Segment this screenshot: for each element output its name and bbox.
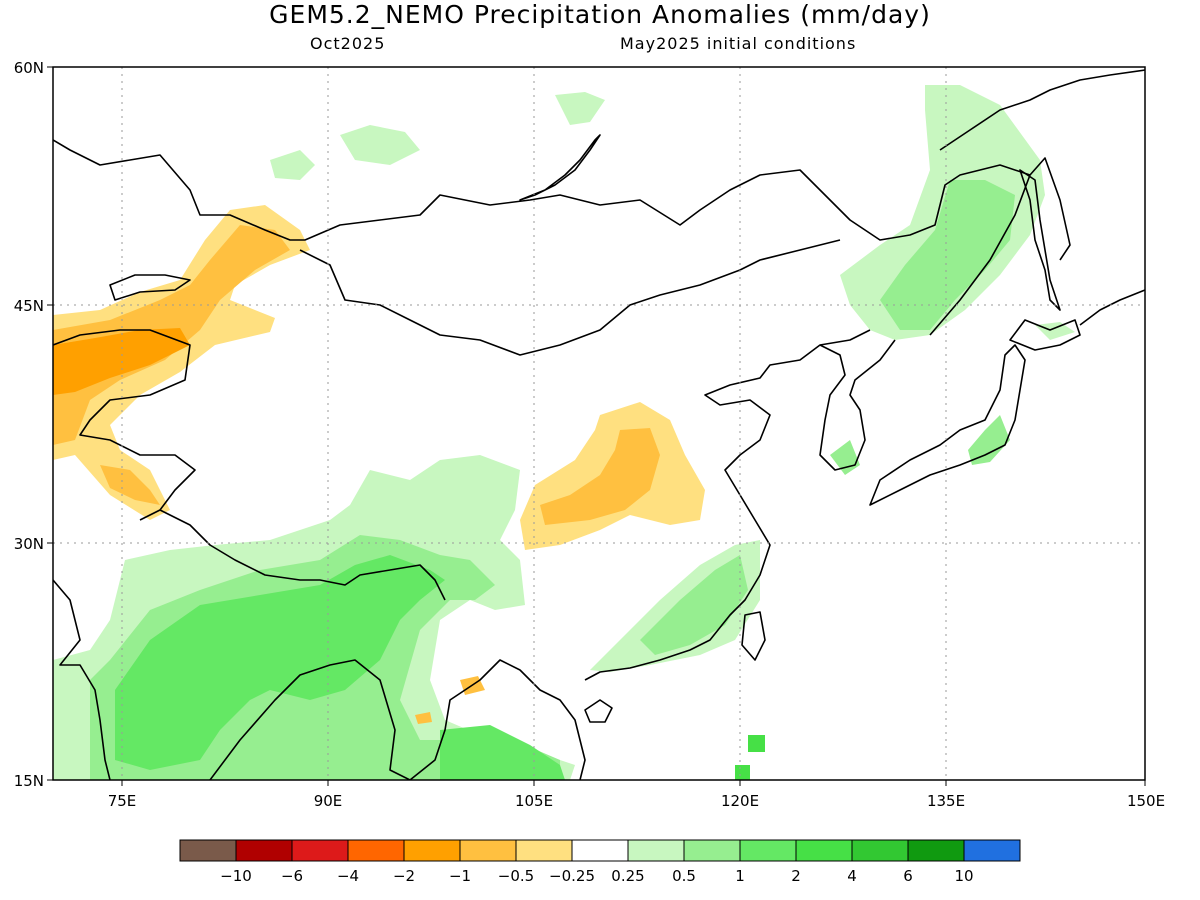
legend-swatch	[963, 839, 1021, 862]
dry-area-west	[53, 205, 310, 520]
lon-label-75e: 75E	[108, 792, 137, 810]
coast-south-china	[584, 329, 871, 681]
wet-area-siberia	[270, 92, 605, 180]
legend-swatch	[515, 839, 573, 862]
coast-bay-of-bengal	[209, 659, 411, 780]
coast-taiwan	[741, 611, 766, 661]
coast-kuril	[1079, 289, 1145, 326]
border-mongolia-china	[299, 239, 841, 356]
legend-swatch	[179, 839, 237, 862]
legend-swatch	[403, 839, 461, 862]
wet-area-taiwan	[735, 735, 765, 780]
legend-label: −0.5	[498, 867, 534, 885]
color-legend: −10 −6 −4 −2 −1 −0.5 −0.25 0.25 0.5 1 2 4 6 10	[179, 839, 1021, 885]
dry-area-central-china-mid	[540, 428, 660, 525]
legend-label: −1	[449, 867, 471, 885]
legend-label: −4	[337, 867, 359, 885]
anomaly-fields	[53, 85, 1075, 780]
wet-area-hokkaido	[1035, 322, 1075, 340]
wet-area-korea-japan	[830, 415, 1010, 475]
legend-swatch	[235, 839, 293, 862]
lat-label-30n: 30N	[14, 535, 44, 553]
wet-area-indochina	[440, 725, 565, 780]
legend-label: 10	[954, 867, 973, 885]
lat-label-60n: 60N	[14, 59, 44, 77]
coast-japan-hokkaido	[1009, 319, 1081, 351]
legend-label: −0.25	[549, 867, 595, 885]
border-russia-south	[53, 139, 1031, 241]
legend-swatch	[683, 839, 741, 862]
wet-area-south-asia-strong	[115, 555, 445, 770]
legend-label: 0.25	[611, 867, 644, 885]
coast-far-east	[929, 157, 1071, 336]
coast-india	[53, 579, 111, 780]
wet-area-se-china-mid	[640, 555, 748, 655]
legend-label: −6	[281, 867, 303, 885]
legend-swatch	[571, 839, 629, 862]
legend-swatch	[795, 839, 853, 862]
graticule	[53, 67, 1145, 780]
legend-swatch	[739, 839, 797, 862]
map-frame	[52, 66, 1146, 781]
border-central-asia	[53, 329, 196, 521]
legend-label: 1	[735, 867, 745, 885]
map-init-conditions: May2025 initial conditions	[620, 34, 857, 53]
border-himalaya	[159, 509, 446, 601]
lon-label-90e: 90E	[314, 792, 343, 810]
coast-indochina	[409, 659, 586, 780]
coast-okhotsk	[939, 69, 1145, 151]
legend-label: 4	[847, 867, 857, 885]
legend-swatch	[907, 839, 965, 862]
legend-label: −10	[220, 867, 252, 885]
map-title: GEM5.2_NEMO Precipitation Anomalies (mm/…	[269, 0, 931, 29]
coast-japan-honshu	[869, 344, 1026, 506]
lon-label-105e: 105E	[515, 792, 553, 810]
legend-label: 2	[791, 867, 801, 885]
lake-balkhash	[109, 274, 191, 301]
wet-area-northeast-mid	[880, 180, 1015, 330]
lon-label-135e: 135E	[927, 792, 965, 810]
lat-label-45n: 45N	[14, 297, 44, 315]
lon-label-150e: 150E	[1127, 792, 1165, 810]
lat-label-15n: 15N	[14, 772, 44, 790]
lake-baikal	[519, 134, 601, 201]
legend-swatch	[347, 839, 405, 862]
legend-swatch	[291, 839, 349, 862]
legend-label: 0.5	[672, 867, 696, 885]
tick-marks	[47, 66, 1146, 786]
coast-hainan	[584, 699, 613, 723]
legend-swatch	[627, 839, 685, 862]
lon-label-120e: 120E	[721, 792, 759, 810]
map-month: Oct2025	[310, 34, 386, 53]
legend-swatch	[851, 839, 909, 862]
dry-area-kashmir	[100, 465, 160, 505]
coastlines	[53, 69, 1145, 780]
legend-swatch	[459, 839, 517, 862]
legend-label: −2	[393, 867, 415, 885]
legend-label: 6	[903, 867, 913, 885]
coast-korea	[819, 339, 896, 471]
